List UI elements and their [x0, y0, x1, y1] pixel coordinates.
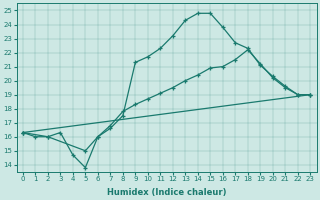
X-axis label: Humidex (Indice chaleur): Humidex (Indice chaleur): [107, 188, 226, 197]
